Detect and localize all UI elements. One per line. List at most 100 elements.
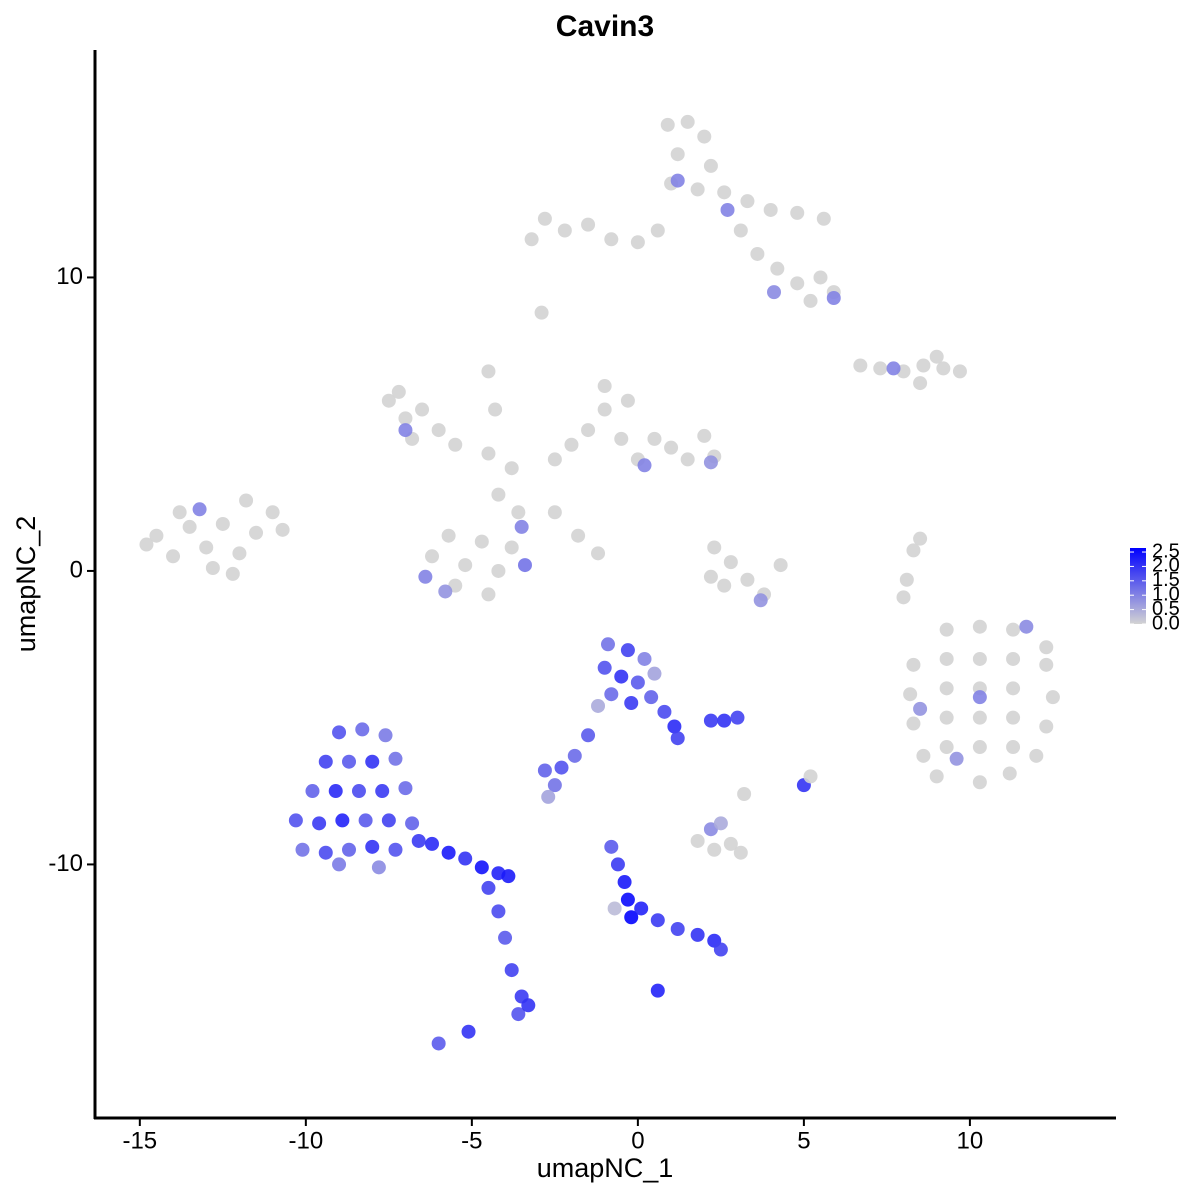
point [597, 660, 612, 675]
point [717, 185, 732, 200]
point [972, 690, 987, 705]
point [481, 446, 496, 461]
point [624, 696, 639, 711]
point [564, 437, 579, 452]
point [381, 813, 396, 828]
point [547, 505, 562, 520]
point [431, 423, 446, 438]
point [604, 232, 619, 247]
point [375, 784, 390, 799]
point [305, 784, 320, 799]
point [521, 998, 536, 1013]
point [501, 869, 516, 884]
point [767, 285, 782, 300]
point [504, 461, 519, 476]
point [431, 1036, 446, 1051]
point [405, 816, 420, 831]
point [939, 651, 954, 666]
point [474, 860, 489, 875]
point [438, 584, 453, 599]
point [581, 217, 596, 232]
point [650, 223, 665, 238]
point [617, 875, 632, 890]
point [491, 904, 506, 919]
point [703, 713, 718, 728]
point [803, 769, 818, 784]
point [541, 789, 556, 804]
point [939, 681, 954, 696]
point [670, 921, 685, 936]
point [491, 487, 506, 502]
point [939, 622, 954, 637]
point [906, 543, 921, 558]
point [371, 860, 386, 875]
point [697, 129, 712, 144]
point [703, 455, 718, 470]
point [952, 364, 967, 379]
point [342, 842, 357, 857]
y-tick-label: 10 [56, 263, 83, 290]
point [504, 963, 519, 978]
point [1006, 622, 1021, 637]
point [537, 211, 552, 226]
point [660, 117, 675, 132]
point [388, 842, 403, 857]
point [790, 205, 805, 220]
point [517, 558, 532, 573]
point [1019, 619, 1034, 634]
point [504, 540, 519, 555]
points [139, 114, 1060, 1051]
point [723, 555, 738, 570]
point [690, 182, 705, 197]
point [913, 701, 928, 716]
point [949, 751, 964, 766]
point [657, 704, 672, 719]
point [899, 572, 914, 587]
point [903, 687, 918, 702]
point [690, 927, 705, 942]
point [972, 619, 987, 634]
colorbar-tick-label: 1.5 [1152, 569, 1180, 591]
point [939, 710, 954, 725]
point [670, 173, 685, 188]
point [1002, 766, 1017, 781]
point [690, 833, 705, 848]
y-tick-label: -10 [48, 850, 83, 877]
point [1029, 748, 1044, 763]
point [790, 276, 805, 291]
point [853, 358, 868, 373]
point [717, 713, 732, 728]
point [913, 531, 928, 546]
point [498, 930, 513, 945]
colorbar-tick-label: 1.0 [1152, 583, 1180, 605]
point [750, 246, 765, 261]
point [312, 816, 327, 831]
x-tick-label: -15 [122, 1127, 157, 1154]
point [591, 546, 606, 561]
point [826, 290, 841, 305]
colorbar [1130, 548, 1146, 624]
point [650, 983, 665, 998]
point [388, 751, 403, 766]
point [813, 270, 828, 285]
point [557, 223, 572, 238]
point [378, 728, 393, 743]
point [939, 740, 954, 755]
point [600, 637, 615, 652]
point [670, 731, 685, 746]
point [192, 502, 207, 517]
point [481, 364, 496, 379]
point [730, 710, 745, 725]
point [581, 423, 596, 438]
point [597, 379, 612, 394]
point [733, 223, 748, 238]
point [1039, 640, 1054, 655]
point [391, 384, 406, 399]
point [972, 775, 987, 790]
point [448, 437, 463, 452]
point [604, 839, 619, 854]
point [295, 842, 310, 857]
point [358, 813, 373, 828]
point [740, 572, 755, 587]
point [554, 760, 569, 775]
